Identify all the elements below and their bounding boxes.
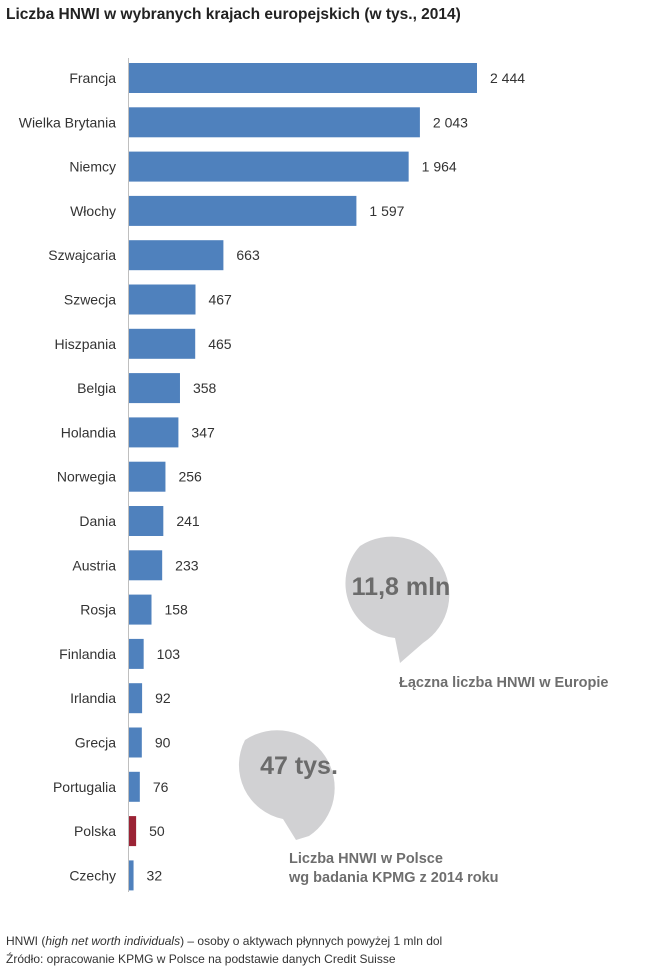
category-label-wielka-brytania: Wielka Brytania [19, 114, 116, 130]
bar-francja [129, 63, 477, 93]
footer-definition: HNWI (high net worth individuals) – osob… [6, 934, 442, 948]
category-label-szwecja: Szwecja [64, 292, 116, 308]
category-label-norwegia: Norwegia [57, 469, 116, 485]
value-label-portugalia: 76 [153, 779, 169, 795]
value-label-grecja: 90 [155, 735, 171, 751]
footer-definition-open: ( [38, 934, 46, 948]
category-label-holandia: Holandia [61, 424, 116, 440]
value-label-francja: 2 444 [490, 70, 525, 86]
footer-definition-term: HNWI [6, 934, 38, 948]
category-label-szwajcaria: Szwajcaria [48, 247, 116, 263]
callout-bubble-poland [238, 730, 335, 840]
footer-source: Źródło: opracowanie KPMG w Polsce na pod… [6, 952, 396, 966]
callout-bubble-europe [345, 536, 450, 663]
value-label-niemcy: 1 964 [422, 159, 457, 175]
bar-norwegia [129, 461, 166, 492]
category-label-grecja: Grecja [75, 735, 116, 751]
category-label-rosja: Rosja [80, 602, 116, 618]
category-label-polska: Polska [74, 823, 116, 839]
value-label-szwajcaria: 663 [236, 247, 260, 263]
bar-dania [129, 506, 164, 536]
callout-value-poland: 47 tys. [260, 752, 338, 780]
bar-finlandia [129, 638, 144, 669]
bar-belgia [129, 373, 180, 404]
category-label-czechy: Czechy [69, 867, 116, 883]
category-label-dania: Dania [79, 513, 116, 529]
bar-grecja [129, 727, 142, 758]
value-label-hiszpania: 465 [208, 336, 232, 352]
category-label-irlandia: Irlandia [70, 690, 116, 706]
bar-austria [129, 550, 163, 581]
callout-value-europe: 11,8 mln [352, 573, 451, 601]
chart-title: Liczba HNWI w wybranych krajach europejs… [6, 6, 461, 23]
callout-poland: 47 tys. [238, 730, 338, 840]
category-label-finlandia: Finlandia [59, 646, 116, 662]
value-label-finlandia: 103 [157, 646, 181, 662]
callout-caption-poland-line-1: Liczba HNWI w Polsce [289, 851, 443, 867]
value-label-czechy: 32 [147, 867, 163, 883]
category-label-niemcy: Niemcy [69, 159, 116, 175]
bars-group: Francja 2 444 Wielka Brytania 2 043 Niemcy 1 … [19, 63, 525, 891]
bar-szwajcaria [129, 240, 224, 271]
callout-caption-europe: Łączna liczba HNWI w Europie [399, 674, 608, 693]
category-label-hiszpania: Hiszpania [55, 336, 117, 352]
bar-czechy [129, 860, 134, 891]
category-label-wlochy: Włochy [70, 203, 116, 219]
value-label-polska: 50 [149, 823, 165, 839]
value-label-rosja: 158 [164, 602, 188, 618]
callout-europe: 11,8 mln [345, 536, 451, 663]
value-label-dania: 241 [176, 513, 200, 529]
bar-portugalia [129, 771, 140, 802]
footer-definition-rest: ) – osoby o aktywach płynnych powyżej 1 … [180, 934, 443, 948]
value-label-irlandia: 92 [155, 690, 171, 706]
footer-definition-italic: high net worth individuals [45, 934, 181, 948]
value-label-holandia: 347 [191, 424, 215, 440]
bar-szwecja [129, 284, 196, 315]
bar-rosja [129, 594, 152, 625]
category-label-belgia: Belgia [77, 380, 116, 396]
value-label-austria: 233 [175, 557, 199, 573]
callout-caption-poland-line-2: wg badania KPMG z 2014 roku [289, 870, 499, 886]
bar-niemcy [129, 151, 409, 182]
bar-hiszpania [129, 328, 196, 359]
value-label-wielka-brytania: 2 043 [433, 114, 468, 130]
callout-caption-europe-line: Łączna liczba HNWI w Europie [399, 675, 609, 691]
bar-holandia [129, 417, 179, 448]
category-label-austria: Austria [72, 557, 116, 573]
category-label-portugalia: Portugalia [53, 779, 116, 795]
bar-wielka-brytania [129, 107, 420, 138]
value-label-belgia: 358 [193, 380, 217, 396]
category-label-francja: Francja [69, 70, 116, 86]
bar-polska [129, 816, 137, 847]
value-label-szwecja: 467 [208, 292, 232, 308]
bar-irlandia [129, 683, 143, 714]
value-label-wlochy: 1 597 [369, 203, 404, 219]
value-label-norwegia: 256 [178, 469, 202, 485]
bar-wlochy [129, 195, 357, 226]
callout-caption-poland: Liczba HNWI w Polsce wg badania KPMG z 2… [289, 850, 499, 888]
